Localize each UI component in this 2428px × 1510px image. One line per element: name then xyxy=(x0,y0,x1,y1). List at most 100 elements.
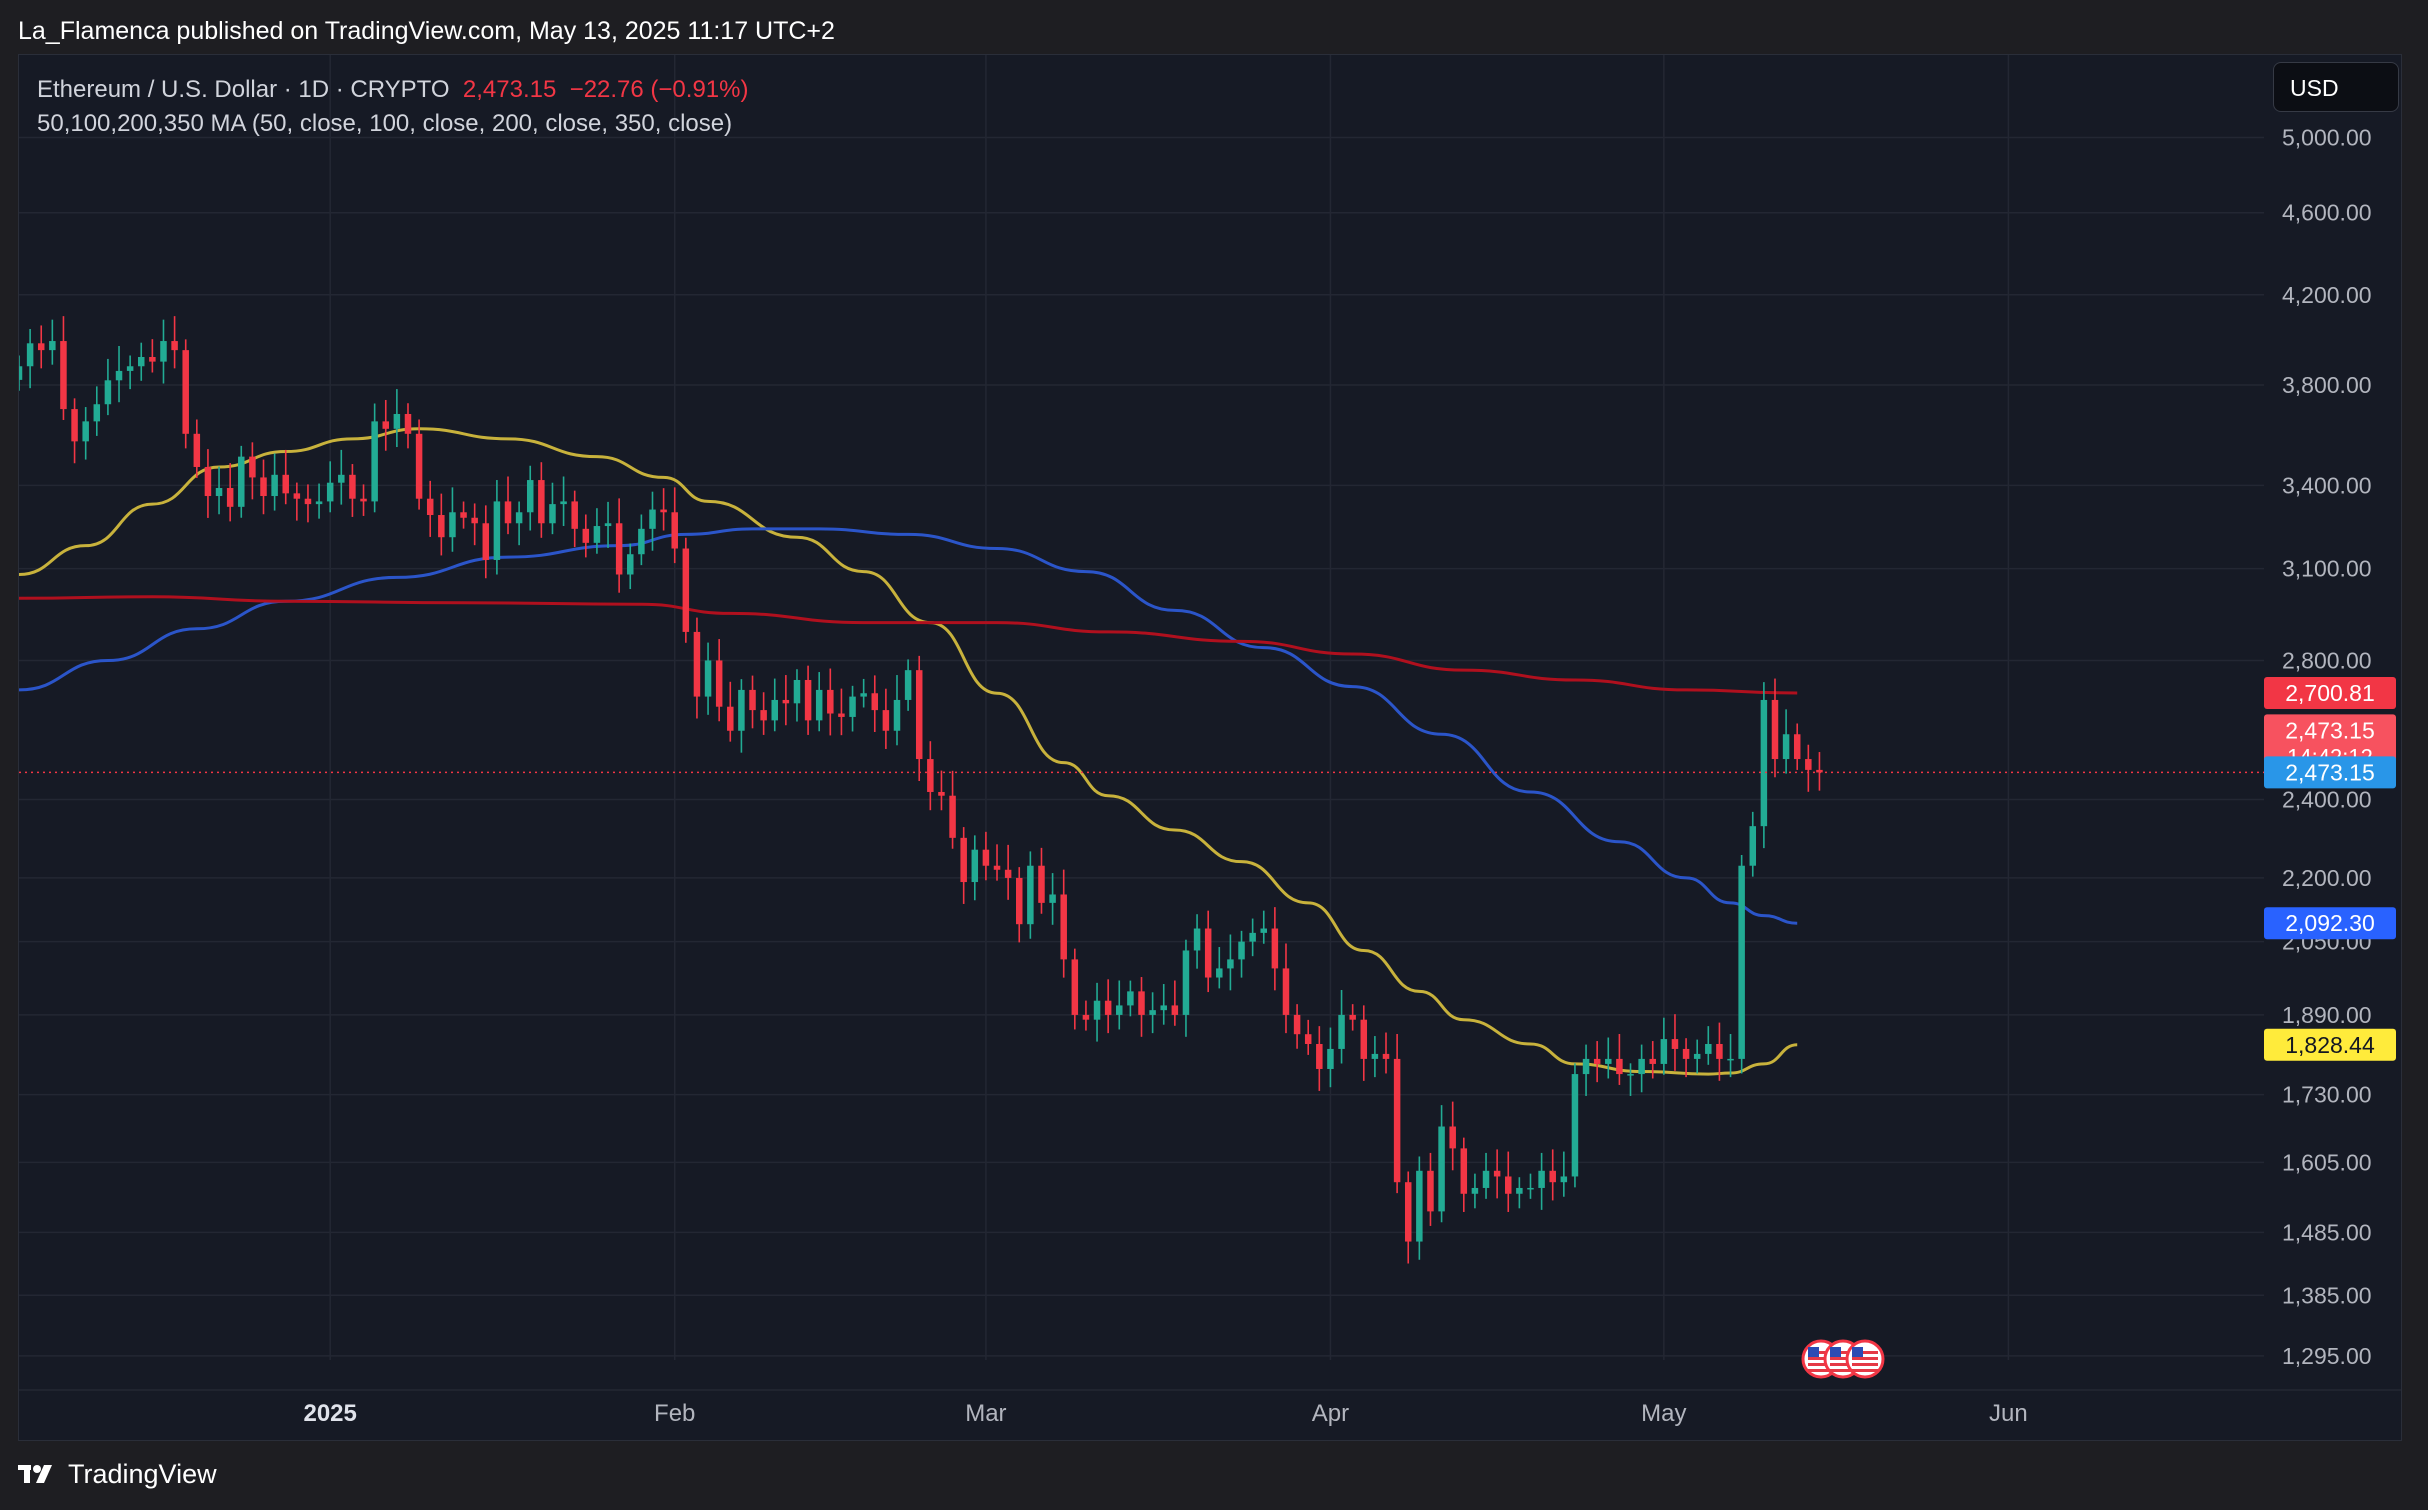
candle xyxy=(1493,1149,1501,1199)
candle xyxy=(1627,1063,1634,1096)
candle xyxy=(182,339,189,449)
candle-body xyxy=(1749,826,1757,866)
candle-body xyxy=(982,849,990,866)
candle-body xyxy=(493,501,501,560)
candle xyxy=(1027,851,1034,939)
y-tick-label: 2,400.00 xyxy=(2282,786,2372,812)
candle xyxy=(1382,1032,1390,1074)
candle xyxy=(404,403,412,449)
candle xyxy=(282,449,289,505)
y-tick-label: 1,485.00 xyxy=(2282,1219,2372,1245)
candle xyxy=(1360,1005,1368,1081)
candle-body xyxy=(571,501,578,529)
y-tick-label: 2,800.00 xyxy=(2282,647,2372,673)
candle xyxy=(615,498,623,593)
candle xyxy=(504,476,512,535)
candle xyxy=(1293,1004,1301,1049)
footer-brand[interactable]: TradingView xyxy=(68,1459,217,1489)
candle xyxy=(1171,980,1179,1026)
price-label: 1,828.44 xyxy=(2264,1028,2396,1061)
y-tick-label: 4,600.00 xyxy=(2282,200,2372,226)
y-tick-label: 3,800.00 xyxy=(2282,372,2372,398)
candle xyxy=(460,501,467,529)
candle xyxy=(1816,752,1823,791)
price-labels: 2,700.812,473.1514:42:122,473.152,092.30… xyxy=(2264,676,2396,1061)
symbol-description[interactable]: Ethereum / U.S. Dollar · 1D · CRYPTO xyxy=(37,76,450,103)
candle-body xyxy=(1727,1058,1734,1061)
candle-body xyxy=(515,512,523,524)
candle-body xyxy=(704,660,712,697)
candle-body xyxy=(1249,932,1256,942)
indicator-description: 50,100,200,350 MA (50, close, 100, close… xyxy=(37,110,733,137)
price-label-bg xyxy=(2264,676,2396,709)
candle xyxy=(938,770,945,811)
x-tick-label: 2025 xyxy=(303,1400,356,1427)
candle xyxy=(638,514,645,566)
price-chart[interactable]: 5,000.00 4,600.00 4,200.00 3,800.00 3,400.00… xyxy=(19,55,2401,1440)
candle xyxy=(1204,910,1212,993)
candle xyxy=(993,844,1001,881)
candle-body xyxy=(293,493,301,499)
candle xyxy=(715,639,723,722)
candle-body xyxy=(1705,1044,1712,1054)
candle-body xyxy=(1093,1000,1101,1020)
y-tick-label: 5,000.00 xyxy=(2282,125,2372,151)
candle xyxy=(393,389,401,448)
candle xyxy=(915,655,923,781)
candle-body xyxy=(404,413,412,434)
candle xyxy=(971,835,979,901)
candle xyxy=(115,346,123,403)
candle-body xyxy=(1771,699,1779,760)
price-label-bg xyxy=(2264,1028,2396,1061)
candle xyxy=(793,669,801,722)
candle-body xyxy=(682,548,690,632)
candle-body xyxy=(893,699,901,731)
candle-body xyxy=(549,504,556,524)
y-tick-label: 1,890.00 xyxy=(2282,1002,2372,1028)
candle-body xyxy=(226,488,234,507)
candle-body xyxy=(460,512,467,518)
candle-body xyxy=(171,341,178,351)
candle xyxy=(149,339,156,373)
candle xyxy=(1693,1039,1701,1074)
candle-body xyxy=(1416,1170,1423,1242)
chart-grid xyxy=(19,55,2264,1360)
candle-body xyxy=(93,404,101,422)
legend-indicator-row[interactable]: 50,100,200,350 MA (50, close, 100, close… xyxy=(37,107,748,141)
candle-body xyxy=(849,696,856,717)
candle xyxy=(1216,947,1223,989)
candle-body xyxy=(593,526,601,543)
candle-body xyxy=(1382,1053,1390,1059)
candle xyxy=(1160,984,1167,1025)
candle-body xyxy=(949,795,956,838)
candle xyxy=(1582,1044,1590,1096)
tradingview-logo-icon xyxy=(18,1454,60,1498)
candle-body xyxy=(793,679,801,704)
candle-body xyxy=(660,509,667,513)
currency-button[interactable]: USD xyxy=(2273,62,2399,112)
legend: Ethereum / U.S. Dollar · 1D · CRYPTO 2,4… xyxy=(37,73,748,141)
candle-body xyxy=(615,523,623,575)
candle-body xyxy=(782,699,790,704)
candle-body xyxy=(1627,1074,1634,1076)
candle xyxy=(1482,1152,1490,1199)
candle-body xyxy=(526,480,534,513)
candle-body xyxy=(215,488,223,497)
candle xyxy=(1438,1105,1445,1223)
economic-events[interactable] xyxy=(1801,1339,1885,1379)
price-label-text: 2,700.81 xyxy=(2285,680,2375,706)
candle xyxy=(1649,1041,1656,1079)
candle xyxy=(315,483,323,519)
legend-symbol-row: Ethereum / U.S. Dollar · 1D · CRYPTO 2,4… xyxy=(37,73,748,107)
candle xyxy=(19,355,23,391)
candle-body xyxy=(260,477,267,497)
candle-body xyxy=(1216,968,1223,978)
candle-body xyxy=(1516,1187,1523,1194)
candle xyxy=(771,678,778,732)
us-flag-event-icon[interactable] xyxy=(1845,1339,1885,1379)
candle-body xyxy=(1649,1058,1656,1064)
candle-body xyxy=(1460,1148,1468,1194)
candle-body xyxy=(1171,1005,1179,1015)
candle-body xyxy=(182,350,189,434)
chart-frame[interactable]: 5,000.00 4,600.00 4,200.00 3,800.00 3,400.00… xyxy=(18,54,2402,1441)
